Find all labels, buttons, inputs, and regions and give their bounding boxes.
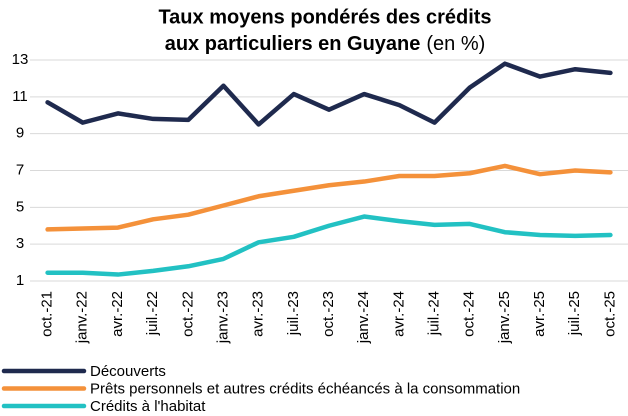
- x-tick-label: avr.-22: [109, 291, 126, 337]
- x-tick-label: avr.-24: [390, 291, 407, 337]
- x-tick-label: juil.-24: [425, 291, 442, 336]
- legend-label: Crédits à l'habitat: [90, 398, 206, 415]
- y-tick-label: 9: [16, 125, 24, 142]
- x-tick-label: juil.-25: [566, 291, 583, 336]
- x-tick-label: oct.-21: [39, 291, 56, 337]
- x-tick-label: juil.-23: [285, 291, 302, 336]
- x-tick-label: janv.-24: [355, 291, 372, 344]
- x-tick-label: janv.-23: [214, 291, 231, 344]
- chart-title-unit: (en %): [426, 33, 485, 55]
- x-tick-label: oct.-24: [461, 291, 478, 337]
- x-tick-label: janv.-25: [496, 291, 513, 344]
- y-tick-label: 13: [12, 51, 29, 68]
- x-tick-label: oct.-23: [320, 291, 337, 337]
- y-tick-label: 5: [16, 198, 24, 215]
- x-tick-label: oct.-22: [179, 291, 196, 337]
- line-series: [45, 214, 613, 277]
- x-tick-label: oct.-25: [601, 291, 618, 337]
- x-tick-label: avr.-23: [250, 291, 267, 337]
- chart-title-line: aux particuliers en Guyane (en %): [165, 33, 486, 55]
- chart-title: aux particuliers en Guyane: [165, 33, 421, 55]
- line-series: [45, 163, 613, 232]
- line-series: [45, 61, 613, 127]
- y-tick-label: 7: [16, 161, 24, 178]
- y-tick-label: 1: [16, 272, 24, 289]
- legend-label: Découverts: [90, 363, 166, 380]
- legend-label: Prêts personnels et autres crédits échéa…: [90, 380, 520, 397]
- x-tick-label: juil.-22: [144, 291, 161, 336]
- x-tick-label: avr.-25: [531, 291, 548, 337]
- x-tick-label: janv.-22: [74, 291, 91, 344]
- y-tick-label: 11: [12, 88, 28, 105]
- y-tick-label: 3: [16, 235, 24, 252]
- chart-title: Taux moyens pondérés des crédits: [158, 6, 491, 28]
